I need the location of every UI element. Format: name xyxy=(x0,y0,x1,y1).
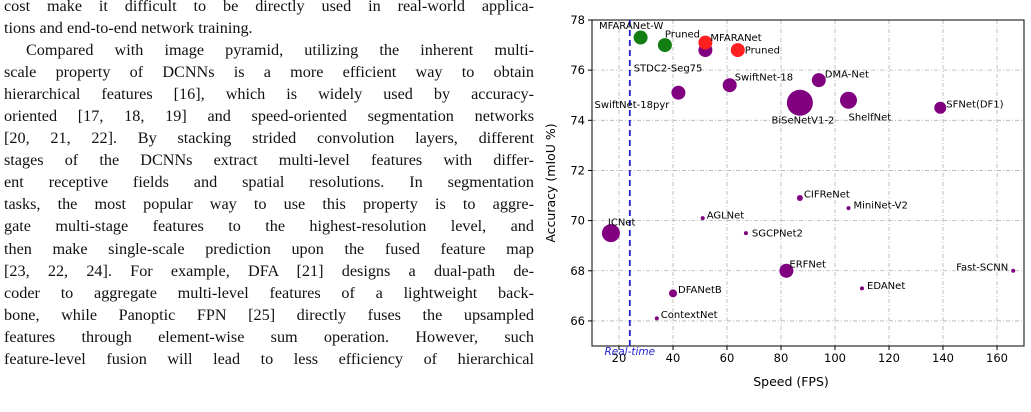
y-tick-label: 74 xyxy=(570,113,585,127)
text-line: then make single-scale prediction upon t… xyxy=(4,239,534,258)
scatter-chart: 20 40 60 80 100 120 140 160 66 68 70 72 74 76 78 Real-t… xyxy=(543,13,1025,389)
y-tick-label: 72 xyxy=(570,163,585,177)
text-line: hierarchical features [16], which is wid… xyxy=(4,85,534,104)
x-axis-label: Speed (FPS) xyxy=(753,374,829,389)
y-tick-label: 70 xyxy=(570,214,585,228)
data-point xyxy=(601,224,620,243)
data-point xyxy=(840,91,857,109)
text-line: stages of the DCNNs extract multi-level … xyxy=(4,151,534,170)
data-point xyxy=(698,35,713,50)
x-tick-label: 40 xyxy=(666,351,681,365)
point-label: ICNet xyxy=(608,218,636,229)
x-tick-label: 20 xyxy=(612,351,627,365)
text-line: feature-level fusion will lead to less e… xyxy=(4,349,534,368)
text-line: coder to aggregate multi-level features … xyxy=(4,283,534,302)
real-time-label: Real-time xyxy=(604,346,655,358)
point-label: DFANetB xyxy=(678,285,722,296)
data-point xyxy=(743,231,748,236)
x-tick-label: 80 xyxy=(774,351,789,365)
data-point xyxy=(796,195,803,202)
x-tick-label: 120 xyxy=(878,351,900,365)
data-point xyxy=(779,263,794,278)
plot-frame xyxy=(591,19,1025,347)
grid xyxy=(592,19,1024,346)
data-point xyxy=(671,85,686,100)
y-tick-label: 68 xyxy=(570,264,585,278)
point-label: MFARANet xyxy=(710,33,761,44)
data-point xyxy=(654,316,659,321)
point-label: EDANet xyxy=(867,281,905,292)
text-line: tions and end-to-end network training. xyxy=(4,19,253,38)
data-point xyxy=(657,38,672,53)
point-label: SwiftNet-18pyr xyxy=(595,100,671,111)
point-label: ShelfNet xyxy=(849,113,892,124)
data-point xyxy=(811,73,826,88)
axes: 20 40 60 80 100 120 140 160 66 68 70 72 74 76 78 Real-t… xyxy=(570,13,1025,365)
data-points xyxy=(601,30,1016,321)
data-point xyxy=(786,89,813,116)
y-tick-label: 78 xyxy=(570,13,585,27)
text-line: Compared with image pyramid, utilizing t… xyxy=(26,41,534,60)
point-label: DMA-Net xyxy=(825,70,869,81)
point-label: BiSeNetV1-2 xyxy=(771,115,834,126)
speed-accuracy-figure: 20 40 60 80 100 120 140 160 66 68 70 72 74 76 78 Real-t… xyxy=(535,0,1031,412)
point-label: Pruned xyxy=(665,30,700,41)
text-line: scale property of DCNNs is a more effici… xyxy=(4,63,534,82)
text-line: cost make it difficult to be directly us… xyxy=(4,0,534,15)
text-line: features through element-wise sum operat… xyxy=(4,327,534,346)
point-label: ContextNet xyxy=(661,310,718,321)
y-axis-label: Accuracy (mIoU %) xyxy=(543,123,558,242)
text-line: gate multi-stage features to the highest… xyxy=(4,217,534,236)
data-point xyxy=(722,78,737,93)
x-tick-label: 100 xyxy=(824,351,846,365)
text-line: bone, while Panoptic FPN [25] directly f… xyxy=(4,305,534,324)
point-label: MFARANet-W xyxy=(599,21,663,32)
point-label: SwiftNet-18 xyxy=(735,73,793,84)
point-labels: MFARANet-WPrunedSTDC2-Seg75MFARANetPrune… xyxy=(595,21,1009,321)
x-tick-label: 140 xyxy=(932,351,954,365)
text-line: ent receptive fields and spatial resolut… xyxy=(4,173,534,192)
y-tick-label: 76 xyxy=(570,63,585,77)
data-point xyxy=(700,216,705,221)
point-label: ERFNet xyxy=(789,259,826,270)
data-point xyxy=(846,206,851,211)
point-label: Pruned xyxy=(745,46,780,57)
data-point xyxy=(669,289,677,298)
text-line: oriented [17, 18, 19] and speed-oriented… xyxy=(4,107,534,126)
data-point xyxy=(934,101,947,114)
text-line: [20, 21, 22]. By stacking strided convol… xyxy=(4,129,534,148)
point-label: CIFReNet xyxy=(804,190,850,201)
data-point xyxy=(633,30,648,45)
text-line: tasks, the most popular way to use this … xyxy=(4,195,534,214)
point-label: AGLNet xyxy=(707,211,745,222)
x-tick-label: 60 xyxy=(720,351,735,365)
data-point xyxy=(860,286,864,291)
point-label: SGCPNet2 xyxy=(752,229,803,240)
x-tick-label: 160 xyxy=(986,351,1008,365)
y-tick-label: 66 xyxy=(570,314,585,328)
point-label: Fast-SCNN xyxy=(956,262,1008,273)
data-point xyxy=(1011,268,1016,273)
point-label: MiniNet-V2 xyxy=(854,201,908,212)
data-point xyxy=(730,43,745,58)
text-line: [23, 22, 24]. For example, DFA [21] desi… xyxy=(4,261,534,280)
point-label: SFNet(DF1) xyxy=(946,99,1003,110)
point-label: STDC2-Seg75 xyxy=(634,64,703,75)
paper-body-text: cost make it difficult to be directly us… xyxy=(4,0,534,370)
